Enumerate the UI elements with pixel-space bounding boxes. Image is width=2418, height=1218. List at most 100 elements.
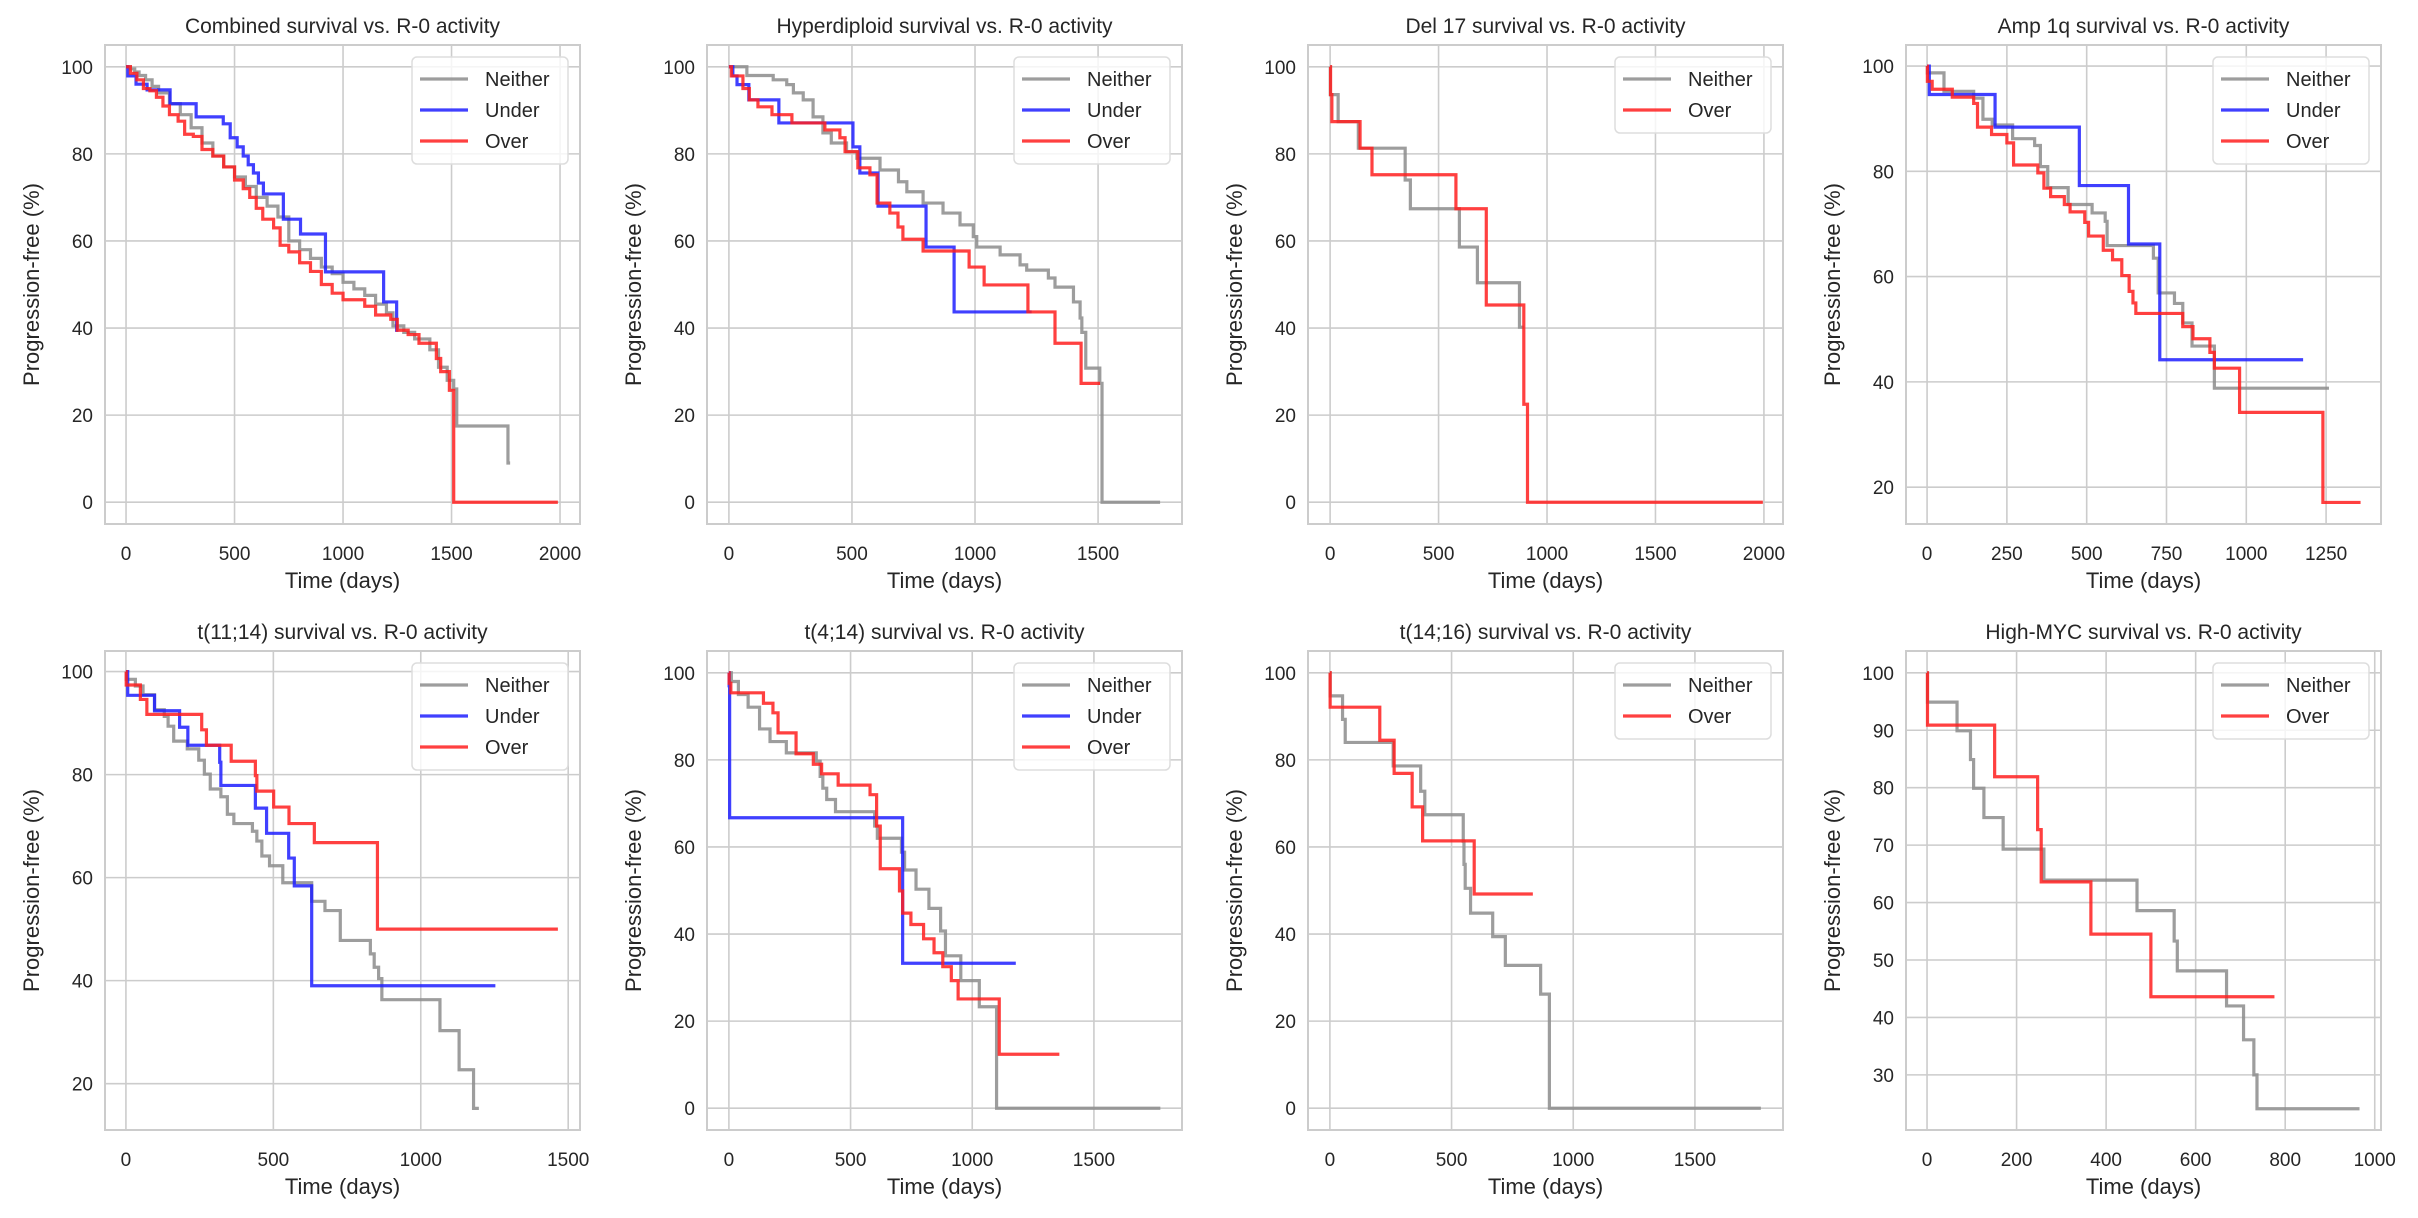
subplot-7: 0 500 1000 1500 0 20 40 60 80 100 t(14;16) surviva…: [1222, 621, 1784, 1199]
legend: Neither Under Over: [1013, 56, 1171, 165]
y-tick-label: 40: [1275, 925, 1296, 946]
subplot-title: High-MYC survival vs. R-0 activity: [1985, 621, 2302, 644]
legend-box: [1013, 662, 1171, 771]
x-tick-label: 1000: [954, 544, 996, 565]
legend-label: Under: [1087, 706, 1142, 728]
survival-curve-neither: [728, 671, 1161, 1110]
subplot-title: Del 17 survival vs. R-0 activity: [1405, 15, 1686, 38]
y-tick-label: 30: [1873, 1066, 1894, 1087]
legend-label: Neither: [1087, 675, 1152, 697]
y-tick-label: 20: [1275, 406, 1296, 427]
y-tick-label: 100: [663, 58, 695, 79]
x-axis-label: Time (days): [1488, 568, 1603, 593]
y-axis-label: Progression-free (%): [1820, 183, 1845, 386]
x-tick-label: 500: [1436, 1150, 1468, 1171]
y-tick-label: 60: [674, 232, 695, 253]
y-tick-label: 20: [674, 1012, 695, 1033]
x-tick-label: 1000: [2225, 544, 2267, 565]
survival-curve-over: [124, 670, 558, 931]
legend-box: [2212, 662, 2370, 740]
axes-frame: [1307, 44, 1784, 525]
x-tick-label: 1000: [1526, 544, 1568, 565]
x-tick-label: 1000: [2354, 1150, 2396, 1171]
x-tick-label: 600: [2180, 1150, 2212, 1171]
y-tick-label: 60: [72, 232, 93, 253]
x-tick-label: 0: [1325, 1150, 1336, 1171]
y-tick-label: 40: [674, 319, 695, 340]
x-tick-label: 1000: [951, 1150, 993, 1171]
subplot-title: Hyperdiploid survival vs. R-0 activity: [776, 15, 1113, 38]
legend-box: [1614, 662, 1772, 740]
x-tick-label: 750: [2151, 544, 2183, 565]
y-tick-label: 0: [82, 493, 93, 514]
y-axis-label: Progression-free (%): [1820, 789, 1845, 992]
x-axis-label: Time (days): [285, 568, 400, 593]
y-tick-label: 80: [72, 145, 93, 166]
x-tick-label: 800: [2269, 1150, 2301, 1171]
legend-label: Over: [2286, 131, 2330, 153]
y-tick-label: 0: [1285, 493, 1296, 514]
x-tick-label: 0: [121, 544, 132, 565]
y-tick-label: 60: [674, 838, 695, 859]
x-tick-label: 1500: [1073, 1150, 1115, 1171]
legend-label: Under: [485, 100, 540, 122]
legend-box: [2212, 56, 2370, 165]
y-tick-label: 100: [1264, 58, 1296, 79]
axes-frame: [1905, 650, 2382, 1131]
axes-frame: [706, 650, 1183, 1131]
survival-curve-neither: [126, 65, 511, 465]
y-tick-label: 90: [1873, 721, 1894, 742]
x-tick-label: 200: [2001, 1150, 2033, 1171]
y-tick-label: 80: [1873, 162, 1894, 183]
x-tick-label: 500: [1423, 544, 1455, 565]
x-axis-label: Time (days): [1488, 1174, 1603, 1199]
x-tick-label: 0: [1325, 544, 1336, 565]
legend-label: Over: [2286, 706, 2330, 728]
subplot-8: 0 200 400 600 800 1000 30 40 50 60 70 80 90 100 High-M…: [1820, 621, 2396, 1199]
legend: Neither Under Over: [411, 56, 569, 165]
legend: Neither Under Over: [411, 662, 569, 771]
legend-label: Neither: [1688, 675, 1753, 697]
x-tick-label: 2000: [1743, 544, 1785, 565]
x-axis-label: Time (days): [285, 1174, 400, 1199]
y-axis-label: Progression-free (%): [1222, 183, 1247, 386]
survival-curve-under: [1927, 64, 2304, 362]
subplot-4: 0 250 500 750 1000 1250 20 40 60 80 100 Amp 1q surv…: [1820, 15, 2382, 593]
x-axis-label: Time (days): [2086, 568, 2201, 593]
survival-curve-neither: [728, 65, 1161, 504]
x-tick-label: 0: [724, 544, 735, 565]
y-axis-label: Progression-free (%): [621, 183, 646, 386]
x-tick-label: 500: [2071, 544, 2103, 565]
legend-box: [411, 662, 569, 771]
x-tick-label: 500: [835, 1150, 867, 1171]
axes-frame: [104, 44, 581, 525]
legend-label: Over: [1087, 131, 1131, 153]
survival-curve-over: [1328, 65, 1763, 504]
legend: Neither Over: [2212, 662, 2370, 740]
subplot-1: 0 500 1000 1500 2000 0 20 40 60 80 100 Combined sur…: [19, 15, 581, 593]
x-axis-label: Time (days): [887, 568, 1002, 593]
survival-curve-over: [728, 65, 1101, 385]
axes-frame: [104, 650, 581, 1131]
y-tick-label: 60: [1275, 232, 1296, 253]
subplot-2: 0 500 1000 1500 0 20 40 60 80 100 Hyperdiploid sur…: [621, 15, 1183, 593]
y-tick-label: 0: [1285, 1099, 1296, 1120]
y-tick-label: 80: [72, 766, 93, 787]
y-tick-label: 100: [61, 58, 93, 79]
legend-label: Neither: [1688, 69, 1753, 91]
legend-label: Over: [485, 737, 529, 759]
survival-curve-over: [126, 65, 558, 504]
y-tick-label: 40: [674, 925, 695, 946]
axes-frame: [1905, 44, 2382, 525]
survival-curve-neither: [1925, 671, 2360, 1111]
legend-label: Neither: [485, 675, 550, 697]
subplot-title: t(14;16) survival vs. R-0 activity: [1400, 621, 1692, 644]
axes-frame: [1307, 650, 1784, 1131]
y-tick-label: 60: [1275, 838, 1296, 859]
x-tick-label: 1000: [1552, 1150, 1594, 1171]
y-tick-label: 40: [1275, 319, 1296, 340]
y-tick-label: 70: [1873, 836, 1894, 857]
legend-label: Neither: [2286, 675, 2351, 697]
survival-curve-neither: [1328, 65, 1524, 329]
legend-box: [411, 56, 569, 165]
